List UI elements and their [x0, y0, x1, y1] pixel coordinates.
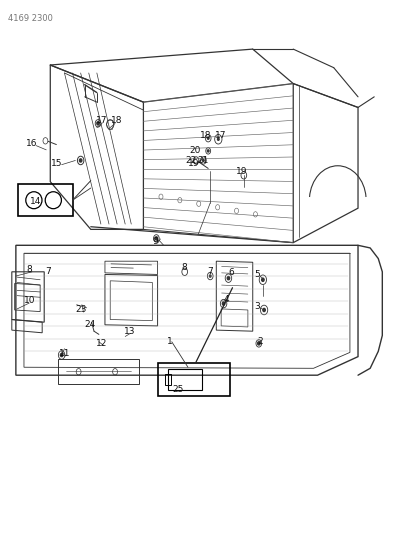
- Text: 12: 12: [96, 339, 108, 348]
- Circle shape: [209, 275, 211, 277]
- Text: 4: 4: [224, 295, 229, 304]
- Circle shape: [257, 342, 260, 345]
- Bar: [157, 363, 231, 397]
- Circle shape: [80, 159, 82, 162]
- Text: 5: 5: [255, 270, 260, 279]
- Text: 22: 22: [186, 156, 197, 165]
- Text: 18: 18: [111, 116, 123, 125]
- Text: 24: 24: [84, 320, 95, 329]
- Circle shape: [217, 138, 219, 140]
- Bar: [165, 374, 171, 385]
- Circle shape: [207, 137, 209, 139]
- Circle shape: [227, 277, 230, 280]
- Text: 19: 19: [188, 159, 200, 167]
- Text: 20: 20: [190, 147, 201, 156]
- Text: 10: 10: [24, 296, 35, 305]
- Circle shape: [202, 159, 204, 161]
- Text: 25: 25: [172, 385, 184, 394]
- Text: 3: 3: [255, 302, 260, 311]
- Text: 6: 6: [229, 268, 235, 277]
- Text: 4169 2300: 4169 2300: [8, 14, 53, 23]
- Text: 8: 8: [182, 263, 188, 272]
- Text: 17: 17: [96, 116, 108, 125]
- Bar: [168, 369, 202, 390]
- Text: 8: 8: [27, 265, 32, 273]
- Text: 2: 2: [257, 337, 263, 346]
- Text: 11: 11: [59, 350, 70, 359]
- Text: 19: 19: [236, 166, 247, 175]
- Text: 13: 13: [124, 327, 135, 336]
- Circle shape: [263, 309, 265, 312]
- Text: 17: 17: [215, 131, 226, 140]
- Text: 15: 15: [51, 159, 62, 167]
- Circle shape: [60, 353, 63, 357]
- Text: 14: 14: [31, 197, 42, 206]
- Text: 1: 1: [167, 337, 173, 346]
- Text: 16: 16: [26, 139, 38, 148]
- Text: 18: 18: [200, 131, 212, 140]
- Circle shape: [155, 237, 157, 240]
- Text: 21: 21: [197, 156, 209, 165]
- Circle shape: [262, 278, 264, 281]
- Circle shape: [97, 122, 99, 125]
- Text: 23: 23: [75, 305, 86, 314]
- Text: 9: 9: [152, 237, 157, 246]
- Bar: [58, 359, 140, 384]
- Circle shape: [222, 302, 225, 305]
- Text: 7: 7: [45, 268, 51, 276]
- Text: 7: 7: [207, 268, 213, 276]
- Circle shape: [207, 150, 209, 152]
- Bar: [18, 184, 73, 216]
